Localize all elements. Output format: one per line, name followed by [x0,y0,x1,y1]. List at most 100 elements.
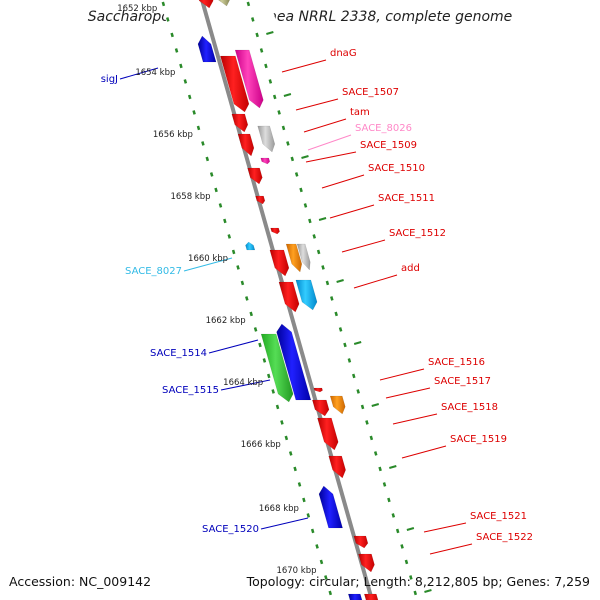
leader-line [220,379,271,391]
leader-line [295,98,339,111]
inner-tick-dot [253,327,258,332]
ruler-label: 1652 kbp [117,4,157,14]
gene-arrow [276,323,312,401]
inner-tick-dot [209,172,214,177]
leader-line [183,257,233,272]
inner-tick-dot [236,265,240,270]
inner-tick-dot [275,404,280,410]
outer-tick-dot [290,156,295,162]
gene-label-forward: SACE_1512 [389,228,446,239]
leader-line [329,204,375,219]
gene-label-reverse: SACE_8027 [125,266,182,277]
leader-line [353,274,398,289]
gene-label-forward: SACE_8026 [355,123,412,134]
leader-line [307,134,352,151]
gene-arrow [296,243,311,271]
leader-line [260,517,309,530]
gene-arrow [260,157,271,165]
gene-label-forward: SACE_1522 [476,532,533,543]
gene-features [197,0,379,600]
tick-ring [161,1,432,596]
inner-tick-dot [214,187,218,193]
outer-tick-dot [286,141,290,146]
inner-tick-dot [205,156,210,162]
outer-tick-dot [365,420,369,425]
gene-label-forward: tam [350,107,370,118]
inner-tick-dot [192,110,196,115]
label-leaders [119,59,473,555]
gene-arrow [313,387,323,393]
outer-tick-dot [387,497,391,503]
gene-arrow [245,241,256,251]
outer-tick-dot [413,590,418,596]
gene-arrow [285,243,303,273]
leader-line [305,151,357,163]
gene-arrow [197,35,217,63]
leader-line [281,59,327,73]
inner-tick-dot [293,466,297,472]
outer-tick-dot [334,311,338,317]
gene-arrow [198,0,214,9]
outer-tick-dot [312,234,317,239]
outer-tick-dot [303,203,308,208]
inner-tick-dot [288,451,293,456]
inner-tick-dot [231,249,236,255]
leader-line [392,413,438,425]
outer-tick-dot [268,79,273,84]
outer-tick-dot [360,404,365,410]
gene-arrow [328,455,346,479]
inner-tick-dot [240,280,245,286]
outer-tick-dot [294,172,299,177]
outer-tick-dot [352,373,356,379]
outer-tick-dot [251,17,255,22]
leader-line [303,118,347,133]
ruler-label: 1670 kbp [276,566,316,576]
gene-label-forward: SACE_1519 [450,434,507,445]
gene-label-forward: add [401,263,420,274]
leader-line [341,239,386,253]
major-tick [353,341,362,345]
inner-tick-dot [262,358,267,363]
major-tick [301,155,309,159]
gene-arrow [347,593,363,600]
inner-tick-dot [319,559,324,565]
inner-tick-dot [249,311,253,317]
major-tick [318,217,327,221]
ruler-label: 1662 kbp [206,316,246,326]
outer-tick-dot [264,63,268,69]
inner-tick-dot [324,575,328,580]
leader-line [385,387,431,399]
major-tick [389,465,397,469]
gene-arrow [363,593,379,600]
inner-tick-dot [267,373,271,379]
gene-arrow [353,535,369,549]
outer-tick-dot [400,544,404,549]
outer-tick-dot [272,94,277,100]
ruler-label: 1658 kbp [170,192,210,202]
leader-line [119,67,159,80]
gene-arrow [218,0,230,7]
leader-line [401,445,447,459]
gene-arrow [270,227,280,235]
gene-arrow [318,485,343,529]
major-tick [283,93,292,97]
inner-tick-dot [284,435,289,441]
gene-label-reverse: SACE_1520 [202,524,259,535]
outer-tick-dot [343,342,347,348]
gene-arrow [231,113,249,133]
ruler-label: 1660 kbp [188,254,228,264]
gene-arrow [220,55,250,113]
outer-tick-dot [246,1,251,7]
outer-tick-dot [277,110,281,115]
outer-tick-dot [308,218,312,224]
outer-tick-dot [391,513,396,518]
gene-label-forward: SACE_1518 [441,402,498,413]
gene-arrow [269,249,290,277]
outer-tick-dot [255,32,259,38]
outer-tick-dot [316,249,321,255]
inner-tick-dot [223,218,227,224]
accession-label: Accession: NC_009142 [9,574,152,589]
inner-tick-dot [201,141,205,146]
outer-tick-dot [281,125,286,131]
